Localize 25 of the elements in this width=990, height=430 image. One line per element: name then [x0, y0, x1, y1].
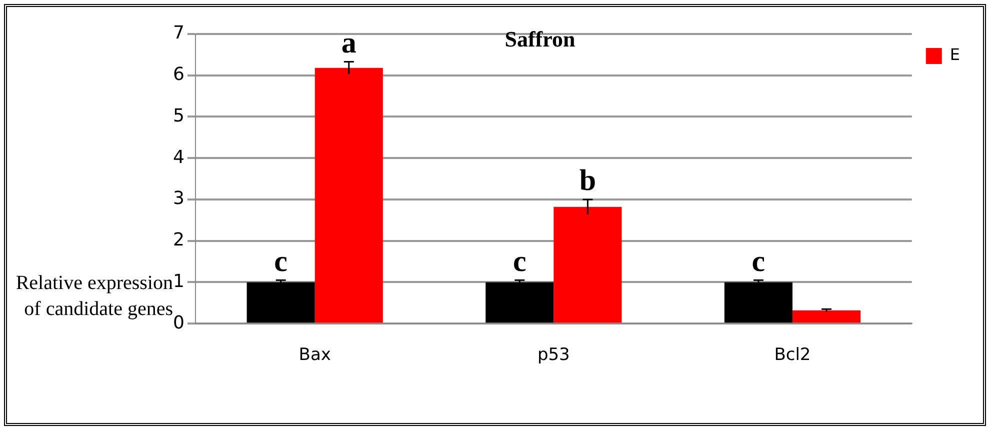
annotation: c	[274, 244, 288, 278]
chart-title: Saffron	[504, 26, 576, 52]
annotation: a	[341, 26, 356, 60]
bar	[724, 282, 792, 323]
y-tick-label: 3	[173, 188, 184, 210]
bar	[314, 68, 383, 323]
annotation: b	[579, 164, 596, 198]
y-tick-label: 4	[173, 146, 184, 168]
x-tick-label: p53	[537, 345, 570, 366]
annotation: c	[752, 244, 766, 278]
y-tick-label: 0	[173, 312, 184, 334]
y-axis-title: Relative expression of candidate genes	[14, 271, 173, 322]
y-tick-label: 7	[173, 22, 184, 44]
y-tick-label: 2	[173, 230, 184, 251]
annotation: c	[512, 244, 526, 278]
x-tick-label: Bcl2	[774, 345, 811, 366]
y-tick-label: 5	[173, 105, 184, 126]
y-tick-label: 1	[173, 270, 184, 292]
bar	[792, 310, 861, 323]
x-tick-label: Bax	[298, 345, 331, 366]
bar	[486, 282, 554, 323]
legend-label: E	[950, 45, 960, 64]
bar	[246, 282, 315, 323]
bar	[554, 206, 622, 323]
y-tick-label: 6	[173, 64, 184, 86]
